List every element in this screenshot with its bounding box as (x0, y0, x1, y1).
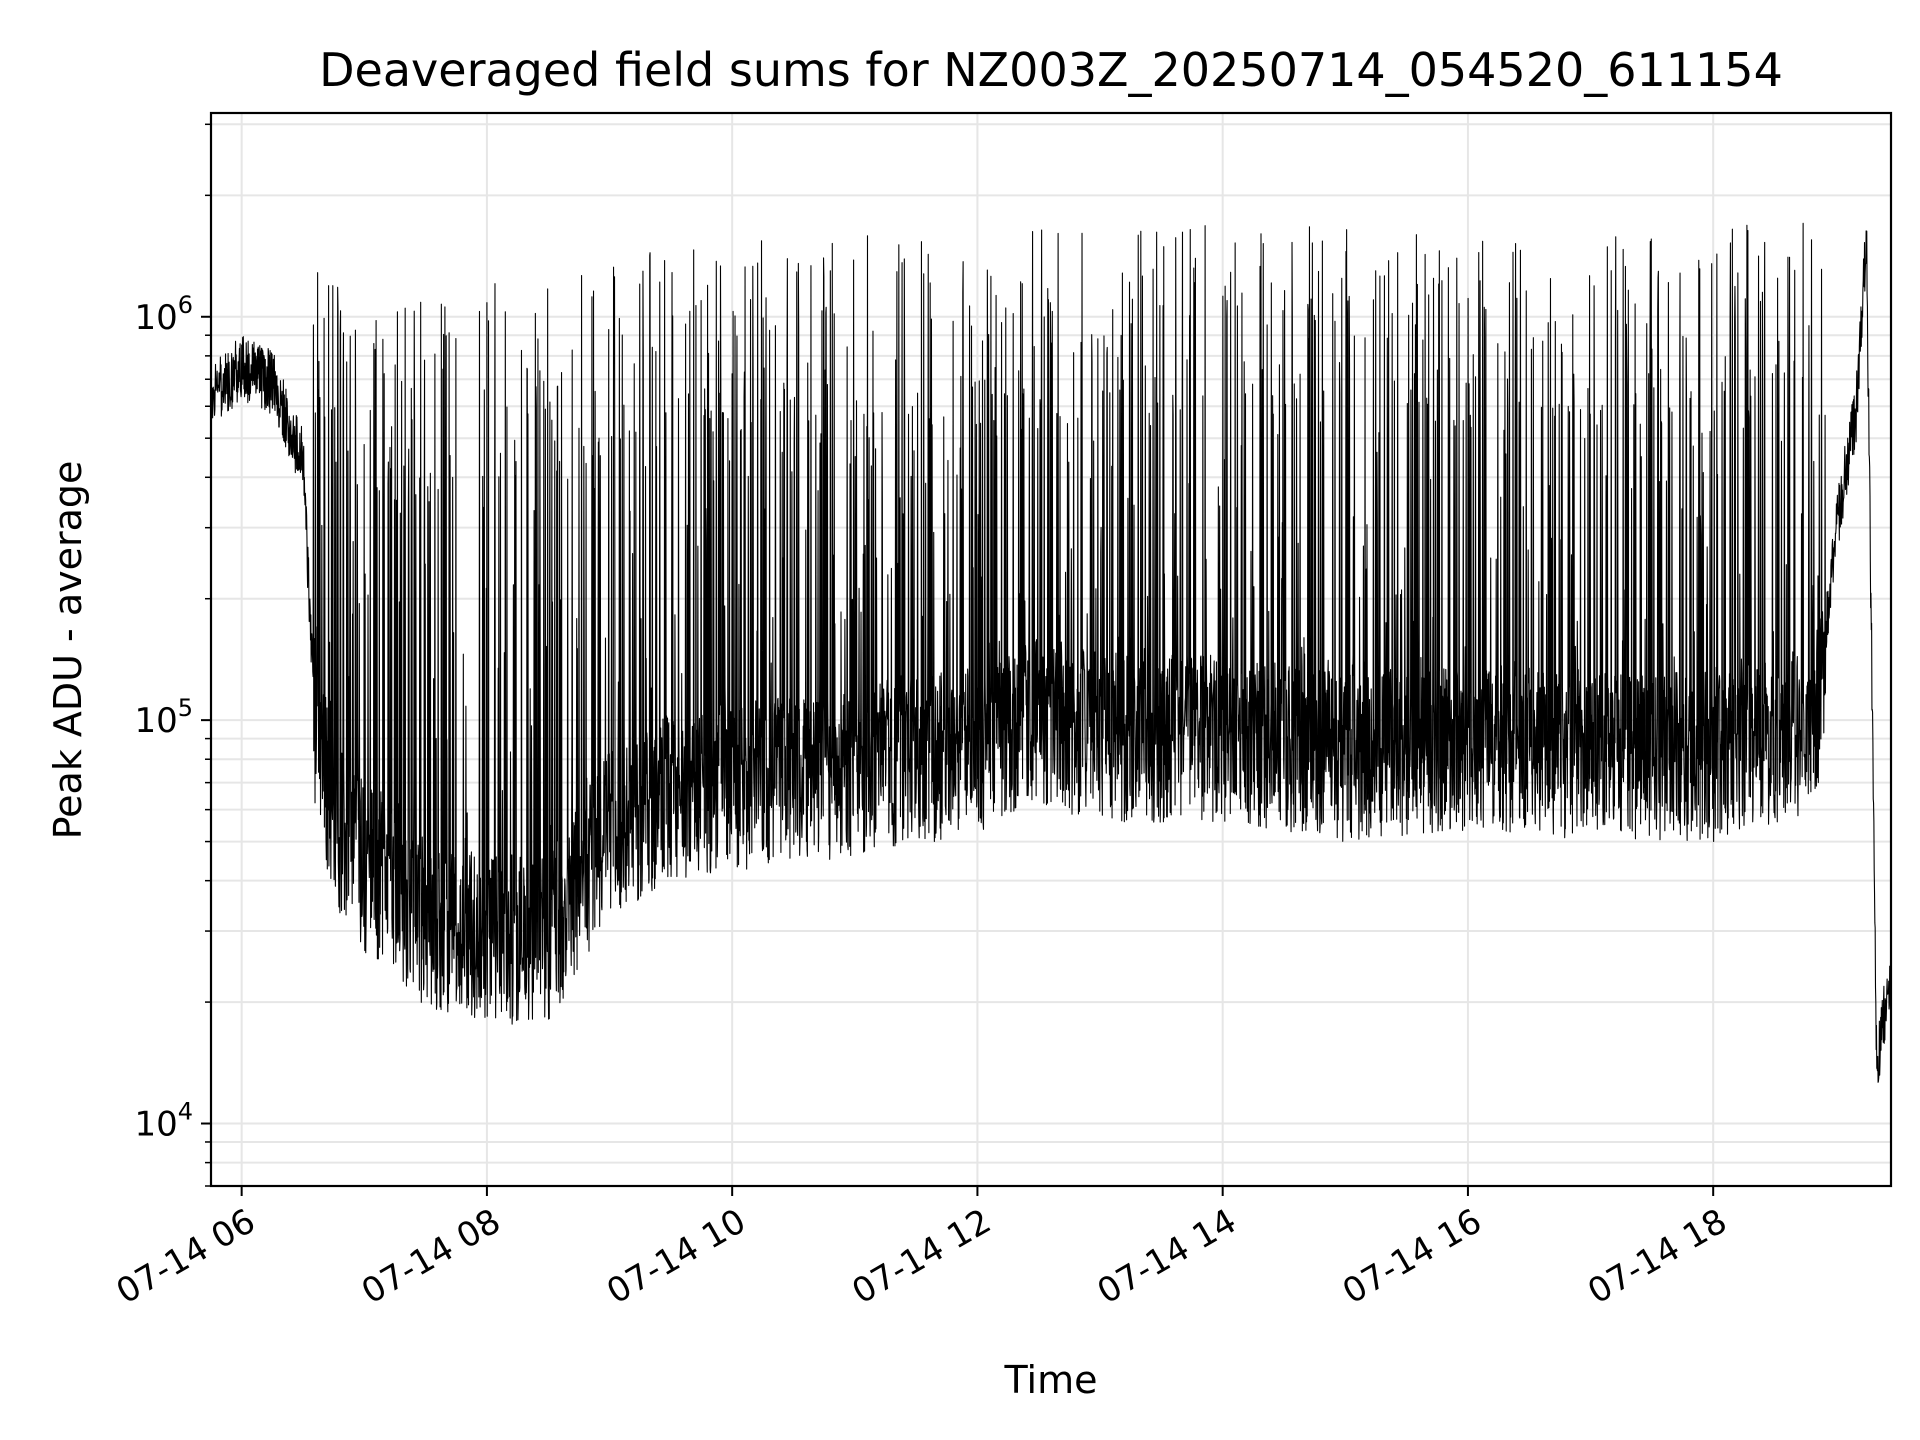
chart-title: Deaveraged field sums for NZ003Z_2025071… (319, 43, 1783, 97)
x-axis-title: Time (1004, 1358, 1098, 1402)
series-line (210, 222, 1892, 1083)
y-axis-title: Peak ADU - average (46, 461, 90, 840)
plot-area-frame (209, 111, 1893, 1188)
